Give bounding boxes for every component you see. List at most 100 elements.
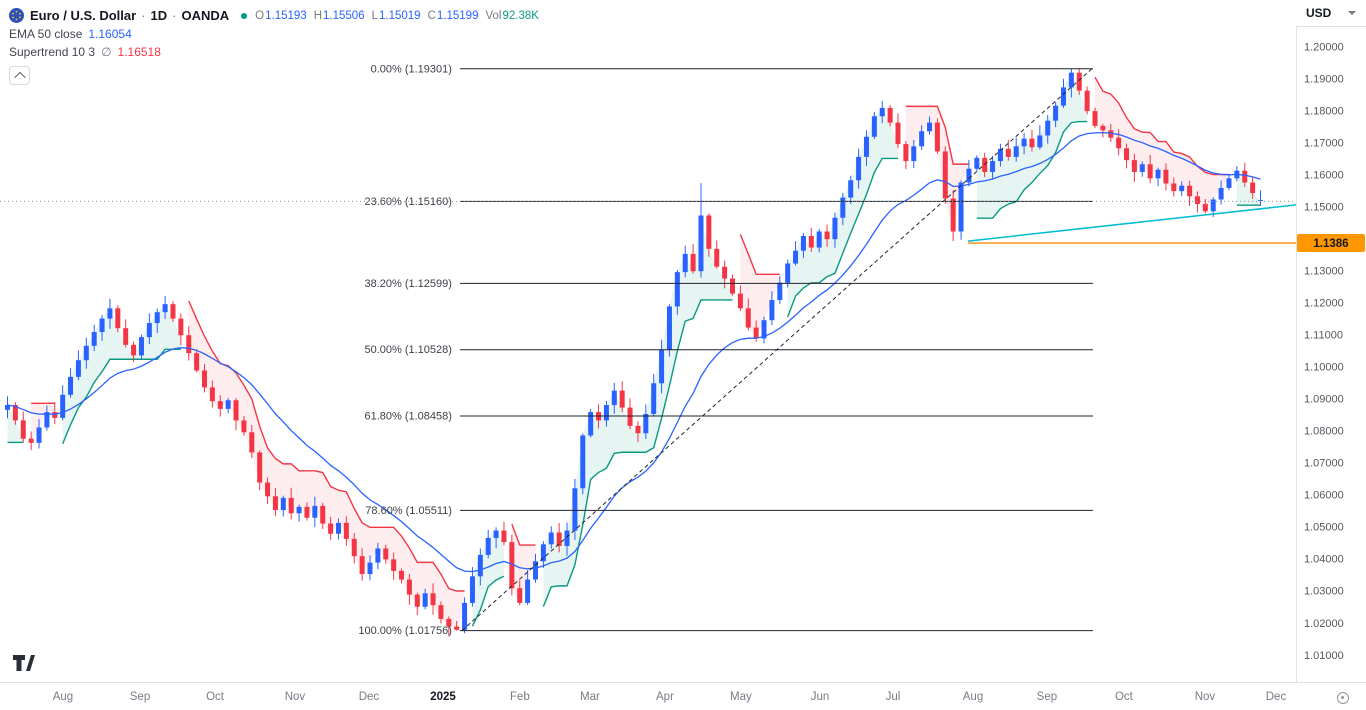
candle-body [769,300,775,321]
candle-body [698,215,704,272]
candlestick-series [5,68,1263,636]
candle-body [958,182,964,232]
supertrend-line[interactable] [905,105,969,165]
candle-body [1029,138,1035,148]
ema-line[interactable] [7,131,1261,573]
candle-body [627,407,633,426]
candle-body [20,420,26,439]
candle-body [1060,87,1066,106]
candle-body [572,488,578,531]
candle-body [737,293,743,309]
candle-body [343,522,349,539]
candle-body [99,318,105,333]
timeframe-label[interactable]: 1D [150,8,168,23]
price-tag-value: 1.1386 [1313,238,1348,250]
time-axis-label: Apr [656,691,674,703]
volume-value: 92.38K [502,9,539,22]
exchange-label: OANDA [181,8,230,23]
candle-body [217,401,223,409]
candle-body [1194,196,1200,204]
fib-label: 100.00% (1.01756) [358,625,452,637]
candle-body [706,215,712,249]
candle-body [83,345,89,361]
indicator-row-ema[interactable]: EMA 50 close 1.16054 [9,25,544,42]
candle-body [1250,182,1256,194]
time-axis-label: May [730,691,752,703]
candle-body [1084,90,1090,112]
supertrend-line[interactable] [976,120,1088,219]
candle-body [1053,105,1059,121]
candle-body [422,593,428,607]
support-trendline[interactable] [967,204,1297,242]
supertrend-line[interactable] [1094,76,1229,176]
supertrend-line[interactable] [739,234,780,276]
candle-body [651,383,657,415]
candle-body [863,136,869,157]
candle-body [887,107,893,123]
candle-body [1202,203,1208,212]
candle-body [1076,72,1082,91]
axis-settings-icon[interactable] [1337,692,1349,704]
symbol-title[interactable]: Euro / U.S. Dollar · 1D · OANDA [30,8,229,23]
candle-body [666,306,672,350]
candle-body [643,414,649,434]
candle-body [170,304,176,319]
candle-body [115,308,121,329]
legend-collapse-button[interactable] [9,66,30,85]
price-axis-label: 1.02000 [1304,618,1344,630]
ema-value: 1.16054 [88,26,132,41]
candle-body [745,308,751,328]
candle-body [493,530,499,538]
candle-body [942,151,948,199]
candle-body [1187,185,1193,197]
candle-body [1045,120,1051,136]
candle-body [674,272,680,307]
title-separator: · [141,8,146,23]
candle-body [856,156,862,181]
candle-body [335,522,341,534]
candle-body [225,400,231,409]
candle-body [722,266,728,279]
price-axis-bg[interactable] [1297,0,1366,682]
time-axis[interactable]: Aug Sep Oct Nov Dec 2025 Feb Mar Apr May Jun Jul Aug… [53,691,1287,703]
candle-body [296,506,302,514]
supertrend-line[interactable] [511,523,536,546]
candle-body [564,530,570,546]
candle-body [682,253,688,273]
supertrend-line[interactable] [542,299,733,607]
candle-body [1092,111,1098,126]
price-axis[interactable]: 1.20000 1.19000 1.18000 1.17000 1.16000 1.150… [1304,41,1344,661]
currency-selector[interactable]: USD [1296,0,1366,27]
supertrend-line[interactable] [471,575,505,627]
candle-body [509,542,515,589]
price-axis-label: 1.04000 [1304,554,1344,566]
candle-body [927,122,933,132]
price-axis-label: 1.10000 [1304,362,1344,374]
time-axis-label: Oct [1115,691,1134,703]
candle-body [375,548,381,563]
supertrend-band [7,72,1261,630]
candle-body [966,168,972,183]
open-label: O [255,9,265,22]
price-axis-label: 1.12000 [1304,298,1344,310]
candle-body [548,532,554,545]
price-axis-label: 1.20000 [1304,41,1344,53]
supertrend-line[interactable] [787,157,898,318]
indicator-row-supertrend[interactable]: Supertrend 10 3 ∅ 1.16518 [9,43,544,60]
price-tag[interactable]: 1.1386 [1297,234,1365,253]
candle-body [1210,199,1216,212]
chevron-up-icon [13,71,26,83]
price-axis-label: 1.19000 [1304,73,1344,85]
fib-retracement[interactable]: 0.00% (1.19301)23.60% (1.15160)38.20% (1… [358,63,1093,637]
candle-body [265,482,271,497]
time-axis-label: 2025 [430,691,456,703]
time-axis-label: Feb [510,691,530,703]
fib-label: 61.80% (1.08458) [364,410,451,422]
candle-body [131,344,137,356]
tradingview-logo[interactable] [13,655,35,677]
close-value: 1.15199 [436,9,479,22]
candle-body [383,548,389,560]
close-label: C [427,9,436,22]
price-axis-label: 1.17000 [1304,137,1344,149]
